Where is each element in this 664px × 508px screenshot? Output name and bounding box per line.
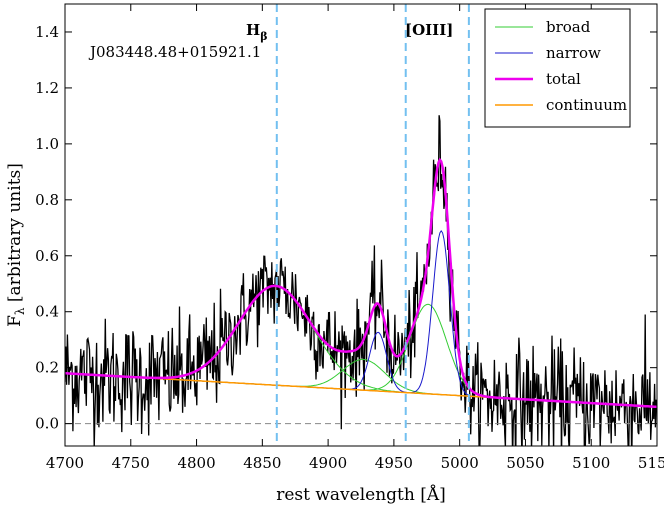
- legend-label-narrow: narrow: [546, 44, 601, 62]
- x-axis-title: rest wavelength [Å]: [276, 484, 446, 505]
- plot-area: [65, 4, 657, 446]
- x-tick-label: 4750: [112, 454, 150, 472]
- object-name-label: J083448.48+015921.1: [88, 43, 261, 61]
- legend-label-total: total: [546, 70, 581, 88]
- hbeta-label: Hβ: [246, 21, 268, 43]
- legend-box: [484, 8, 631, 128]
- x-tick-label: 4800: [177, 454, 215, 472]
- legend: broad narrow total continuum: [484, 8, 631, 128]
- y-tick-label: 1.0: [35, 135, 59, 153]
- y-tick-label: 1.4: [35, 23, 59, 41]
- plot-content: [65, 4, 657, 446]
- y-tick-label: 0.2: [35, 359, 59, 377]
- y-tick-label: 0.6: [35, 247, 59, 265]
- y-tick-label: 0.0: [35, 415, 59, 433]
- x-tick-label: 4700: [46, 454, 84, 472]
- y-tick-label: 1.2: [35, 79, 59, 97]
- total-fit-line: [65, 157, 657, 409]
- legend-label-continuum: continuum: [546, 96, 627, 114]
- x-tick-label: 4900: [309, 454, 347, 472]
- x-tick-label: 4850: [243, 454, 281, 472]
- plot-frame: [64, 3, 658, 447]
- x-tick-label: 5000: [441, 454, 479, 472]
- observed-spectrum-line: [65, 115, 657, 446]
- x-tick-label: 4950: [375, 454, 413, 472]
- legend-label-broad: broad: [546, 18, 591, 36]
- oiii-label: [OIII]: [405, 21, 453, 39]
- y-tick-label: 0.8: [35, 191, 59, 209]
- y-tick-label: 0.4: [35, 303, 59, 321]
- x-tick-label: 5100: [572, 454, 610, 472]
- x-tick-label: 5050: [506, 454, 544, 472]
- axes: 4700 4750 4800 4850 4900 4950 5000 5050 5100 515 0…: [35, 3, 664, 472]
- y-axis-title: Fλ [arbitrary units]: [5, 163, 27, 327]
